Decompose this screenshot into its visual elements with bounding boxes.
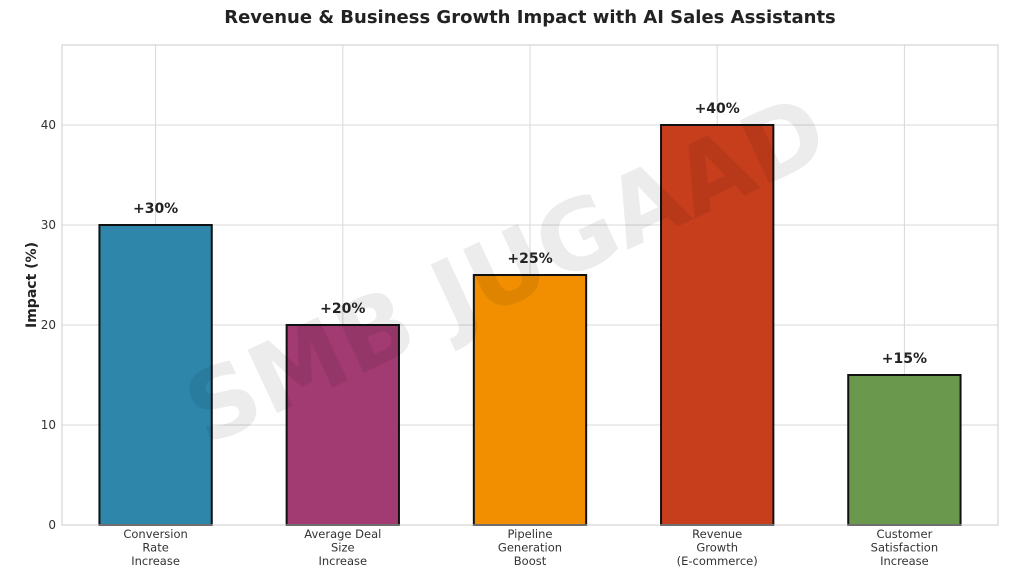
x-tick-label: Pipeline bbox=[507, 527, 552, 541]
bar bbox=[847, 374, 962, 526]
data-label: +30% bbox=[133, 201, 178, 217]
y-tick-label: 40 bbox=[41, 118, 56, 132]
x-tick-label: Revenue bbox=[692, 527, 742, 541]
x-tick-label: Increase bbox=[880, 554, 929, 568]
x-tick-label: Satisfaction bbox=[871, 541, 939, 555]
x-tick-label: Average Deal bbox=[304, 527, 381, 541]
x-tick-label: Boost bbox=[514, 554, 547, 568]
y-tick-label: 10 bbox=[41, 418, 56, 432]
bar bbox=[660, 124, 775, 526]
bar bbox=[98, 224, 213, 526]
data-label: +40% bbox=[695, 101, 740, 117]
x-tick-label: Generation bbox=[498, 541, 562, 555]
x-tick-label: Conversion bbox=[123, 527, 187, 541]
y-tick-label: 30 bbox=[41, 218, 56, 232]
data-label: +15% bbox=[882, 351, 927, 367]
y-axis-label: Impact (%) bbox=[24, 242, 40, 328]
data-label: +25% bbox=[507, 251, 552, 267]
data-label: +20% bbox=[320, 301, 365, 317]
x-tick-label: Customer bbox=[876, 527, 932, 541]
y-tick-label: 20 bbox=[41, 318, 56, 332]
x-tick-label: Size bbox=[331, 541, 355, 555]
x-tick-label: Increase bbox=[318, 554, 367, 568]
x-tick-label: Increase bbox=[131, 554, 180, 568]
chart-title: Revenue & Business Growth Impact with AI… bbox=[224, 7, 836, 28]
x-tick-label: (E-commerce) bbox=[677, 554, 758, 568]
y-tick-label: 0 bbox=[48, 518, 56, 532]
x-tick-label: Rate bbox=[142, 541, 168, 555]
bar bbox=[285, 324, 400, 526]
plot-frame bbox=[61, 44, 999, 526]
x-tick-label: Growth bbox=[696, 541, 738, 555]
